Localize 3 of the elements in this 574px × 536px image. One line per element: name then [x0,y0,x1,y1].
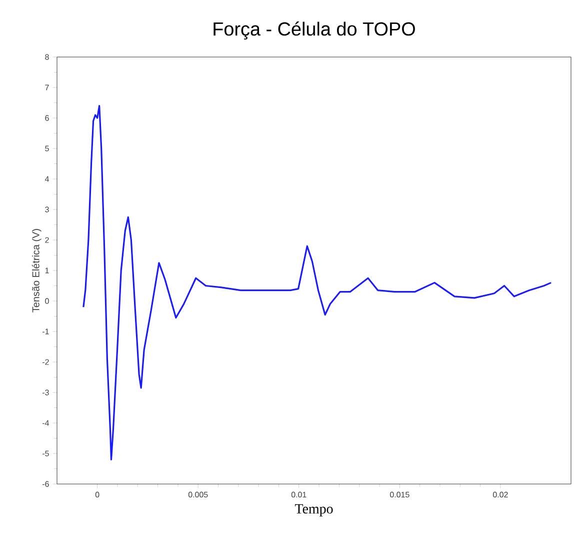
x-axis-title: Tempo [294,504,333,516]
chart-title: Força - Célula do TOPO [214,22,415,40]
y-axis-title: Tensão Elétrica (V) [32,229,42,312]
